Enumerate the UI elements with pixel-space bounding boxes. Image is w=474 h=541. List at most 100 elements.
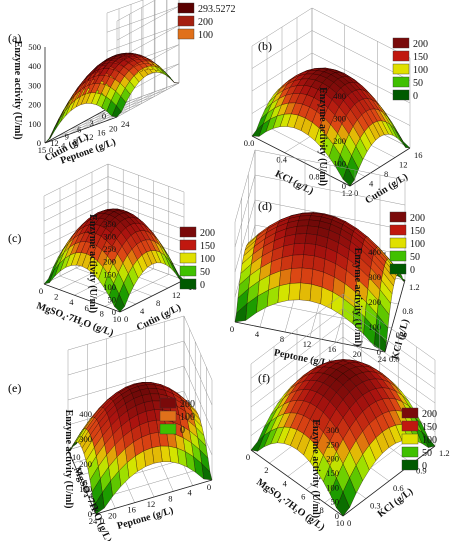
surface-cell xyxy=(342,166,355,187)
y-tick-label: 8 xyxy=(384,169,388,179)
y-tick-label: 4 xyxy=(140,306,145,316)
y-tick-label: 0.4 xyxy=(396,330,407,340)
y-tick-label: 4 xyxy=(369,179,374,189)
x-tick-label: 6 xyxy=(301,492,305,502)
x-tick-label: 8 xyxy=(168,493,172,503)
y-tick-label: 0 xyxy=(124,314,128,324)
z-tick-label: 300 xyxy=(326,425,339,435)
legend-swatch xyxy=(177,15,195,27)
z-axis-title: Enzyme activity (U/ml) xyxy=(12,41,23,140)
legend-label: 150 xyxy=(422,422,437,433)
x-tick-label: 10 xyxy=(113,314,122,324)
x-tick-label: 3 xyxy=(89,118,93,128)
y-tick-label: 8 xyxy=(156,298,160,308)
legend-swatch xyxy=(401,446,419,458)
z-tick-label: 300 xyxy=(368,272,381,282)
legend: 200 150 100 50 0 xyxy=(392,37,428,102)
y-tick-label: 10 xyxy=(72,452,81,462)
z-tick-label: 0 xyxy=(335,511,339,521)
z-tick-label: 100 xyxy=(333,159,346,169)
z-axis-title: Enzyme activity (U/ml) xyxy=(352,248,363,347)
surface-cell xyxy=(289,267,303,284)
x-axis-title: MgSO₄·7H₂O (g/L) xyxy=(35,300,115,338)
legend-label: 200 xyxy=(200,228,215,239)
panel-label: (d) xyxy=(258,199,272,213)
surface-cell xyxy=(309,284,323,305)
chart-panel-f: 300250200150100500108642000.30.60.91.2Mg… xyxy=(246,293,450,533)
legend: 200 100 0 xyxy=(159,397,195,436)
x-tick-label: 1.2 xyxy=(342,188,353,198)
legend-label: 200 xyxy=(180,399,195,410)
z-tick-label: 300 xyxy=(333,114,346,124)
legend-label: 50 xyxy=(422,448,432,459)
x-tick-label: 24 xyxy=(378,354,387,364)
z-axis-title: Enzyme activity (U/ml) xyxy=(63,410,74,509)
surface-cell xyxy=(288,282,301,301)
z-tick-label: 500 xyxy=(28,42,41,52)
legend-swatch xyxy=(392,63,410,75)
x-tick-label: 8 xyxy=(100,308,104,318)
legend-swatch xyxy=(389,211,407,223)
legend-label: 150 xyxy=(413,52,428,63)
legend-label: 100 xyxy=(422,435,437,446)
y-tick-label: 12 xyxy=(399,160,408,170)
surface-cell xyxy=(300,267,314,285)
x-tick-label: 0.8 xyxy=(309,171,320,181)
z-tick-label: 150 xyxy=(326,468,339,478)
x-tick-label: 4 xyxy=(188,488,193,498)
x-tick-label: 0 xyxy=(246,452,250,462)
z-tick-label: 0 xyxy=(342,181,346,191)
z-tick-label: 200 xyxy=(79,459,92,469)
y-tick-label: 0 xyxy=(347,518,351,528)
legend-swatch xyxy=(389,250,407,262)
x-tick-label: 16 xyxy=(328,344,337,354)
x-axis-title: Peptone (g/L) xyxy=(116,505,175,532)
surface-cell xyxy=(292,243,306,256)
surface-cell xyxy=(93,492,105,515)
legend-swatch xyxy=(401,433,419,445)
z-axis-title: Enzyme activity (U/ml) xyxy=(317,87,328,186)
legend-label: 0 xyxy=(200,280,205,291)
z-tick-label: 50 xyxy=(331,497,340,507)
z-tick-label: 200 xyxy=(28,100,41,110)
surface-cell xyxy=(295,225,309,235)
legend-label: 0 xyxy=(422,461,427,472)
y-tick-label: 24 xyxy=(121,119,130,129)
y-gridline xyxy=(104,0,168,122)
legend-swatch xyxy=(401,459,419,471)
x-tick-label: 6 xyxy=(77,125,81,135)
y-tick-label: 4 xyxy=(89,490,94,500)
x-tick-label: 12 xyxy=(147,499,156,509)
z-tick-label: 100 xyxy=(79,484,92,494)
z-tick-label: 200 xyxy=(103,257,116,267)
legend-label: 100 xyxy=(200,254,215,265)
y-tick-label: 0.0 xyxy=(389,354,400,364)
legend-swatch xyxy=(389,237,407,249)
surface-cell xyxy=(296,219,310,227)
legend-label: 200 xyxy=(422,409,437,420)
surface-cell xyxy=(394,128,406,148)
surface-cell xyxy=(299,282,312,302)
z-tick-label: 100 xyxy=(326,482,339,492)
z-tick-label: 400 xyxy=(368,247,381,257)
legend-label: 50 xyxy=(413,78,423,89)
response-surface xyxy=(251,67,411,187)
legend-swatch xyxy=(179,252,197,264)
response-surface xyxy=(43,208,185,313)
x-tick-label: 10 xyxy=(336,518,345,528)
y-tick-label: 0.6 xyxy=(393,483,404,493)
surface-cell xyxy=(294,233,307,244)
legend-swatch xyxy=(179,278,197,290)
surface-cell xyxy=(291,254,304,269)
legend-label: 0 xyxy=(410,265,415,276)
x-tick-label: 6 xyxy=(84,303,88,313)
legend-swatch xyxy=(392,89,410,101)
z-axis-title: Enzyme activity (U/ml) xyxy=(87,214,98,313)
y-tick-label: 8 xyxy=(73,136,77,146)
z-tick-label: 50 xyxy=(108,294,117,304)
z-tick-label: 0 xyxy=(88,509,92,519)
y-tick-label: 12 xyxy=(85,132,94,142)
